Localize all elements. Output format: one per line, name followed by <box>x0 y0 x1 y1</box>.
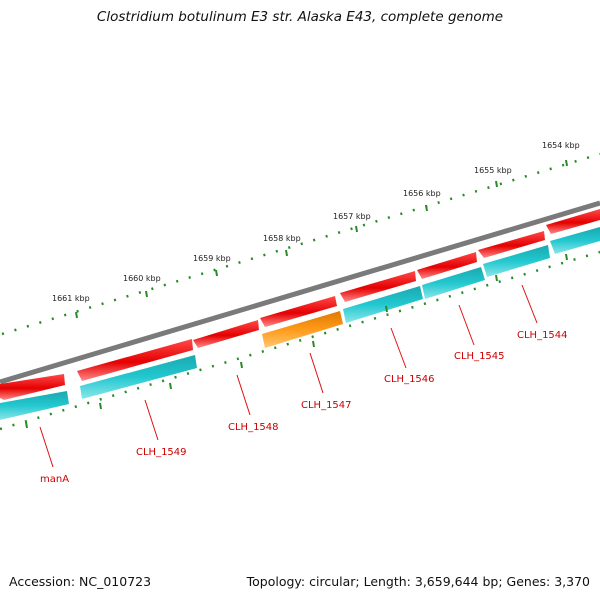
gene-labels: CLH_1544 CLH_1545 CLH_1546 CLH_1547 CLH_… <box>40 330 568 485</box>
leader-clh-1546 <box>390 327 407 369</box>
major-tick-1657 <box>355 225 358 233</box>
major-tick-1654 <box>565 159 568 167</box>
tick-label-1658: 1658 kbp <box>263 234 301 243</box>
tick-label-1655: 1655 kbp <box>474 166 512 175</box>
major-tick-1655 <box>495 180 498 188</box>
major-tick-1656 <box>425 204 428 212</box>
tick-label-1654: 1654 kbp <box>542 141 580 150</box>
gene-label-clh-1547: CLH_1547 <box>301 400 352 411</box>
cds-forward-7 <box>77 339 193 381</box>
leader-mana <box>39 426 54 468</box>
leader-clh-1548 <box>236 374 251 416</box>
inner-major-tick-8 <box>25 421 28 429</box>
cds-forward-5 <box>260 296 337 327</box>
inner-major-tick-4 <box>312 340 315 348</box>
tick-label-1659: 1659 kbp <box>193 254 231 263</box>
major-tick-1658 <box>285 249 288 257</box>
cds-forward-8 <box>0 374 65 400</box>
leader-clh-1545 <box>458 304 475 346</box>
cds-highlight-clh-1547 <box>262 311 343 348</box>
genome-backbone <box>0 200 600 385</box>
cds-reverse-1 <box>550 227 600 254</box>
cds-reverse-3 <box>422 267 485 299</box>
outer-tick-ruler <box>1 152 600 336</box>
gene-leader-lines <box>39 284 538 468</box>
reverse-strand-cds <box>0 227 600 420</box>
leader-clh-1547 <box>309 352 324 394</box>
tick-label-1657: 1657 kbp <box>333 212 371 221</box>
outer-tick-dots <box>1 152 600 336</box>
cds-forward-1 <box>546 209 600 234</box>
cds-reverse-5 <box>80 355 197 399</box>
gene-label-clh-1546: CLH_1546 <box>384 374 435 385</box>
gene-label-mana: manA <box>40 474 69 485</box>
tick-label-1660: 1660 kbp <box>123 274 161 283</box>
inner-major-tick-6 <box>169 382 172 390</box>
tick-label-1661: 1661 kbp <box>52 294 90 303</box>
gene-label-clh-1545: CLH_1545 <box>454 351 505 362</box>
gene-label-clh-1544: CLH_1544 <box>517 330 568 341</box>
inner-tick-ruler <box>0 250 600 431</box>
inner-major-tick-2 <box>495 274 498 282</box>
leader-clh-1549 <box>144 399 159 441</box>
cds-reverse-4 <box>343 286 423 323</box>
leader-clh-1544 <box>521 284 538 324</box>
cds-reverse-6 <box>0 391 69 420</box>
cds-reverse-2 <box>483 245 550 277</box>
genome-summary-text: Topology: circular; Length: 3,659,644 bp… <box>246 574 590 589</box>
kbp-tick-labels: 1654 kbp 1655 kbp 1656 kbp 1657 kbp 1658… <box>52 141 580 303</box>
inner-tick-dots <box>0 250 600 431</box>
inner-major-tick-1 <box>565 253 568 261</box>
major-tick-1660 <box>145 290 148 298</box>
inner-major-tick-5 <box>240 361 243 369</box>
accession-text: Accession: NC_010723 <box>9 574 152 589</box>
gene-label-clh-1549: CLH_1549 <box>136 447 187 458</box>
gene-label-clh-1548: CLH_1548 <box>228 422 279 433</box>
cds-forward-6 <box>193 320 259 348</box>
map-title: Clostridium botulinum E3 str. Alaska E43… <box>96 9 504 25</box>
inner-major-tick-7 <box>99 402 102 410</box>
cds-forward-3 <box>417 252 477 279</box>
major-tick-1659 <box>215 269 218 277</box>
cds-forward-2 <box>478 231 545 258</box>
major-tick-1661 <box>75 311 78 319</box>
cds-forward-4 <box>340 271 416 302</box>
tick-label-1656: 1656 kbp <box>403 189 441 198</box>
inner-major-tick-3 <box>385 305 388 313</box>
forward-strand-cds <box>0 209 600 400</box>
